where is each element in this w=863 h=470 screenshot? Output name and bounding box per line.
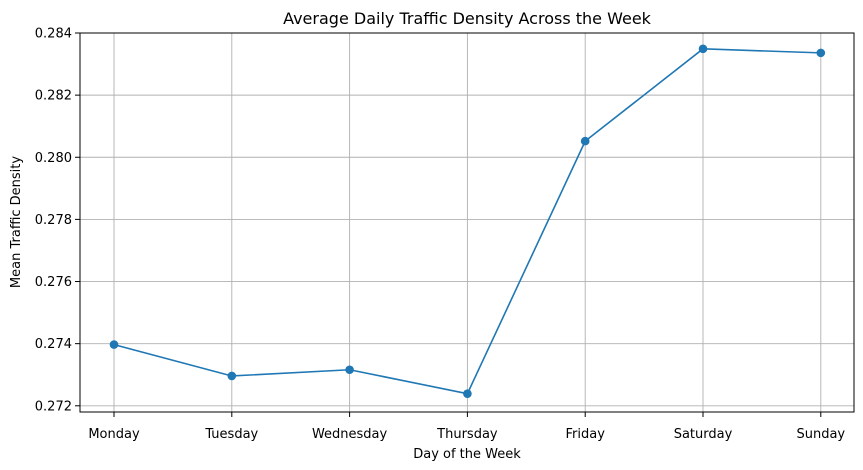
- y-axis-label: Mean Traffic Density: [9, 156, 24, 288]
- grid-lines: [80, 32, 854, 412]
- data-point: [463, 389, 472, 398]
- y-tick-label: 0.284: [35, 27, 72, 42]
- chart-title: Average Daily Traffic Density Across the…: [283, 9, 652, 28]
- y-axis: 0.272 0.274 0.276 0.278 0.280 0.282 0.284: [35, 27, 80, 414]
- data-point: [698, 44, 708, 54]
- x-tick-label: Wednesday: [312, 427, 388, 442]
- data-point: [109, 340, 119, 349]
- x-axis-label: Day of the Week: [413, 447, 521, 462]
- y-tick-label: 0.282: [35, 89, 72, 104]
- x-axis: Monday Tuesday Wednesday Thursday Friday Satu…: [88, 412, 845, 442]
- y-tick-label: 0.272: [35, 399, 72, 414]
- x-tick-label: Thursday: [436, 427, 498, 442]
- data-point: [816, 48, 826, 58]
- series-layer: [109, 44, 826, 398]
- y-tick-label: 0.276: [35, 275, 72, 290]
- x-tick-label: Sunday: [796, 427, 845, 442]
- data-point: [580, 136, 590, 146]
- x-tick-label: Monday: [88, 427, 140, 442]
- y-tick-label: 0.280: [35, 151, 72, 166]
- x-tick-label: Friday: [565, 427, 605, 442]
- y-tick-label: 0.274: [35, 337, 72, 352]
- y-tick-label: 0.278: [35, 213, 72, 228]
- x-tick-label: Tuesday: [204, 427, 258, 442]
- data-point: [227, 371, 237, 381]
- x-tick-label: Saturday: [674, 427, 733, 442]
- data-point: [345, 365, 354, 375]
